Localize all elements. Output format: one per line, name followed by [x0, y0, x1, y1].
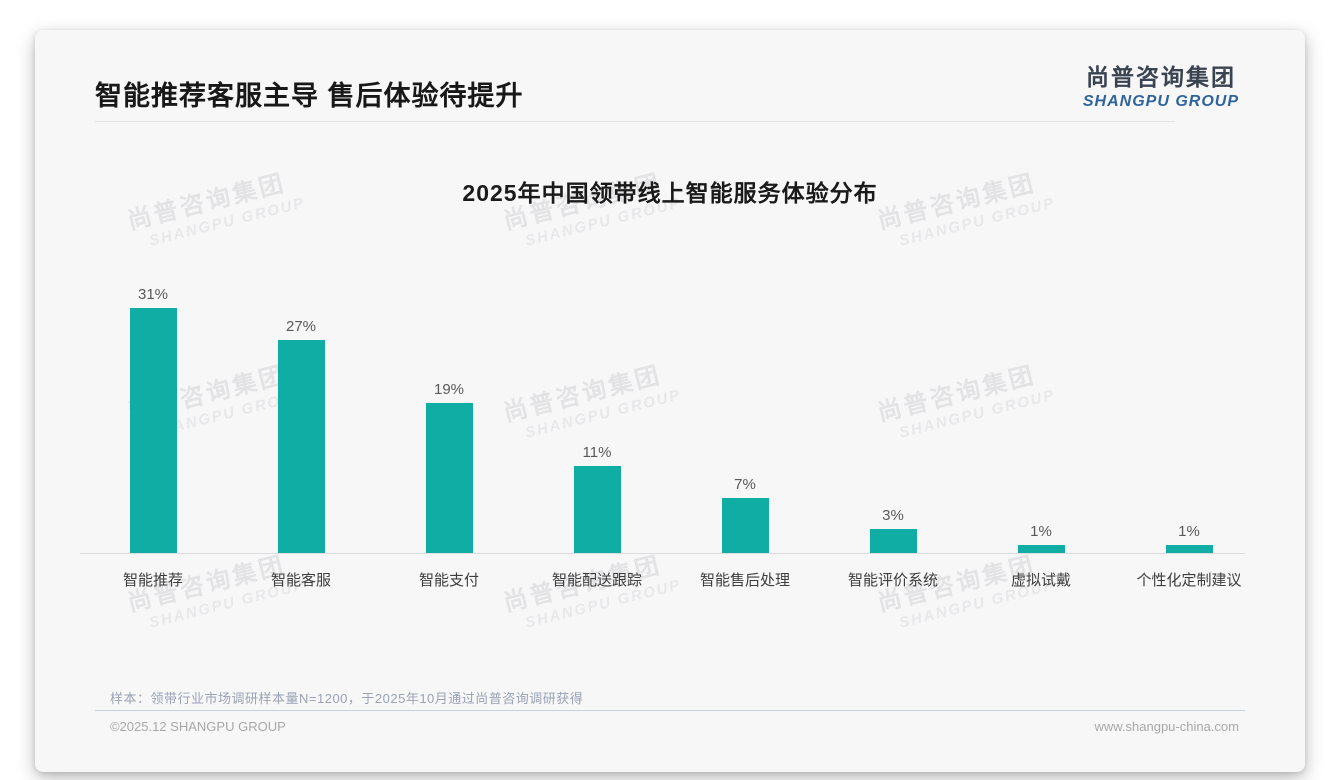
bar-column: 1% 虚拟试戴	[967, 280, 1115, 589]
x-axis-line	[80, 553, 1245, 554]
bar-value-label: 3%	[882, 507, 904, 524]
footer-divider	[95, 710, 1245, 711]
bar-chart: 31% 智能推荐 27% 智能客服 19% 智能支付 11% 智能配送跟踪 7% 智能售后处理 3%…	[79, 280, 1263, 589]
bar-column: 11% 智能配送跟踪	[523, 280, 671, 589]
bar	[1165, 545, 1213, 553]
bar-value-label: 27%	[285, 318, 317, 335]
header-divider	[95, 121, 1175, 122]
bar-column: 31% 智能推荐	[79, 280, 227, 589]
bar-column: 19% 智能支付	[375, 280, 523, 589]
bar	[425, 403, 473, 553]
company-logo: 尚普咨询集团 SHANGPU GROUP	[1083, 58, 1239, 111]
bar-value-label: 1%	[1178, 523, 1200, 540]
bar-category-label: 智能评价系统	[847, 572, 939, 589]
slide-card: 尚普咨询集团 SHANGPU GROUP 尚普咨询集团 SHANGPU GROUP 尚普…	[35, 30, 1305, 772]
bar	[1017, 545, 1065, 553]
bar-category-label: 虚拟试戴	[1010, 572, 1072, 589]
bar-category-label: 个性化定制建议	[1136, 572, 1242, 589]
bar-value-label: 11%	[582, 444, 612, 461]
bar	[277, 340, 325, 553]
chart-title: 2025年中国领带线上智能服务体验分布	[462, 180, 878, 206]
website-url: www.shangpu-china.com	[1094, 719, 1239, 734]
bar	[129, 308, 177, 553]
bar	[573, 466, 621, 553]
bar-columns: 31% 智能推荐 27% 智能客服 19% 智能支付 11% 智能配送跟踪 7% 智能售后处理 3%…	[79, 280, 1263, 589]
bar-value-label: 7%	[734, 476, 756, 493]
bar	[869, 529, 917, 553]
logo-chinese-text: 尚普咨询集团	[1085, 64, 1236, 90]
bar-value-label: 19%	[433, 381, 465, 398]
bar-value-label: 1%	[1030, 523, 1052, 540]
bar-column: 27% 智能客服	[227, 280, 375, 589]
bar-value-label: 31%	[137, 286, 169, 303]
bar-column: 3% 智能评价系统	[819, 280, 967, 589]
bar-category-label: 智能客服	[270, 572, 332, 589]
bar-category-label: 智能推荐	[122, 572, 184, 589]
bar-column: 7% 智能售后处理	[671, 280, 819, 589]
page-title: 智能推荐客服主导 售后体验待提升	[95, 81, 524, 111]
bar-category-label: 智能售后处理	[699, 572, 791, 589]
sample-note: 样本：领带行业市场调研样本量N=1200，于2025年10月通过尚普咨询调研获得	[110, 691, 584, 706]
bar-category-label: 智能配送跟踪	[551, 572, 643, 589]
bar-category-label: 智能支付	[418, 572, 480, 589]
footer-row: ©2025.12 SHANGPU GROUP www.shangpu-china…	[110, 719, 1239, 734]
logo-english-text: SHANGPU GROUP	[1082, 93, 1239, 110]
copyright-text: ©2025.12 SHANGPU GROUP	[110, 719, 286, 734]
bar-column: 1% 个性化定制建议	[1115, 280, 1263, 589]
bar	[721, 498, 769, 553]
